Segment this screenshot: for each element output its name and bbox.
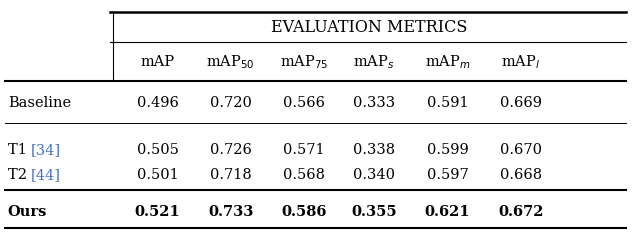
Text: [44]: [44]	[30, 168, 60, 182]
Text: mAP$_{50}$: mAP$_{50}$	[207, 53, 255, 71]
Text: 0.720: 0.720	[210, 96, 252, 111]
Text: 0.568: 0.568	[283, 168, 325, 182]
Text: T2: T2	[8, 168, 31, 182]
Text: 0.338: 0.338	[353, 143, 396, 157]
Text: 0.571: 0.571	[284, 143, 325, 157]
Text: 0.670: 0.670	[500, 143, 541, 157]
Text: Ours: Ours	[8, 205, 47, 219]
Text: 0.496: 0.496	[136, 96, 179, 111]
Text: 0.333: 0.333	[353, 96, 396, 111]
Text: mAP$_{l}$: mAP$_{l}$	[501, 53, 540, 71]
Text: mAP$_{s}$: mAP$_{s}$	[353, 53, 395, 71]
Text: 0.733: 0.733	[208, 205, 253, 219]
Text: 0.599: 0.599	[427, 143, 468, 157]
Text: 0.355: 0.355	[351, 205, 397, 219]
Text: 0.566: 0.566	[283, 96, 325, 111]
Text: 0.340: 0.340	[353, 168, 395, 182]
Text: 0.591: 0.591	[427, 96, 468, 111]
Text: 0.505: 0.505	[136, 143, 179, 157]
Text: 0.621: 0.621	[424, 205, 470, 219]
Text: 0.586: 0.586	[282, 205, 327, 219]
Text: 0.718: 0.718	[210, 168, 252, 182]
Text: 0.521: 0.521	[134, 205, 180, 219]
Text: 0.669: 0.669	[500, 96, 541, 111]
Text: Baseline: Baseline	[8, 96, 71, 111]
Text: 0.597: 0.597	[427, 168, 468, 182]
Text: 0.672: 0.672	[498, 205, 543, 219]
Text: mAP$_{m}$: mAP$_{m}$	[424, 53, 470, 71]
Text: 0.668: 0.668	[500, 168, 542, 182]
Text: 0.726: 0.726	[210, 143, 252, 157]
Text: T1: T1	[8, 143, 31, 157]
Text: mAP$_{75}$: mAP$_{75}$	[280, 53, 328, 71]
Text: [34]: [34]	[30, 143, 60, 157]
Text: mAP: mAP	[140, 55, 175, 69]
Text: 0.501: 0.501	[136, 168, 179, 182]
Text: EVALUATION METRICS: EVALUATION METRICS	[271, 19, 468, 36]
